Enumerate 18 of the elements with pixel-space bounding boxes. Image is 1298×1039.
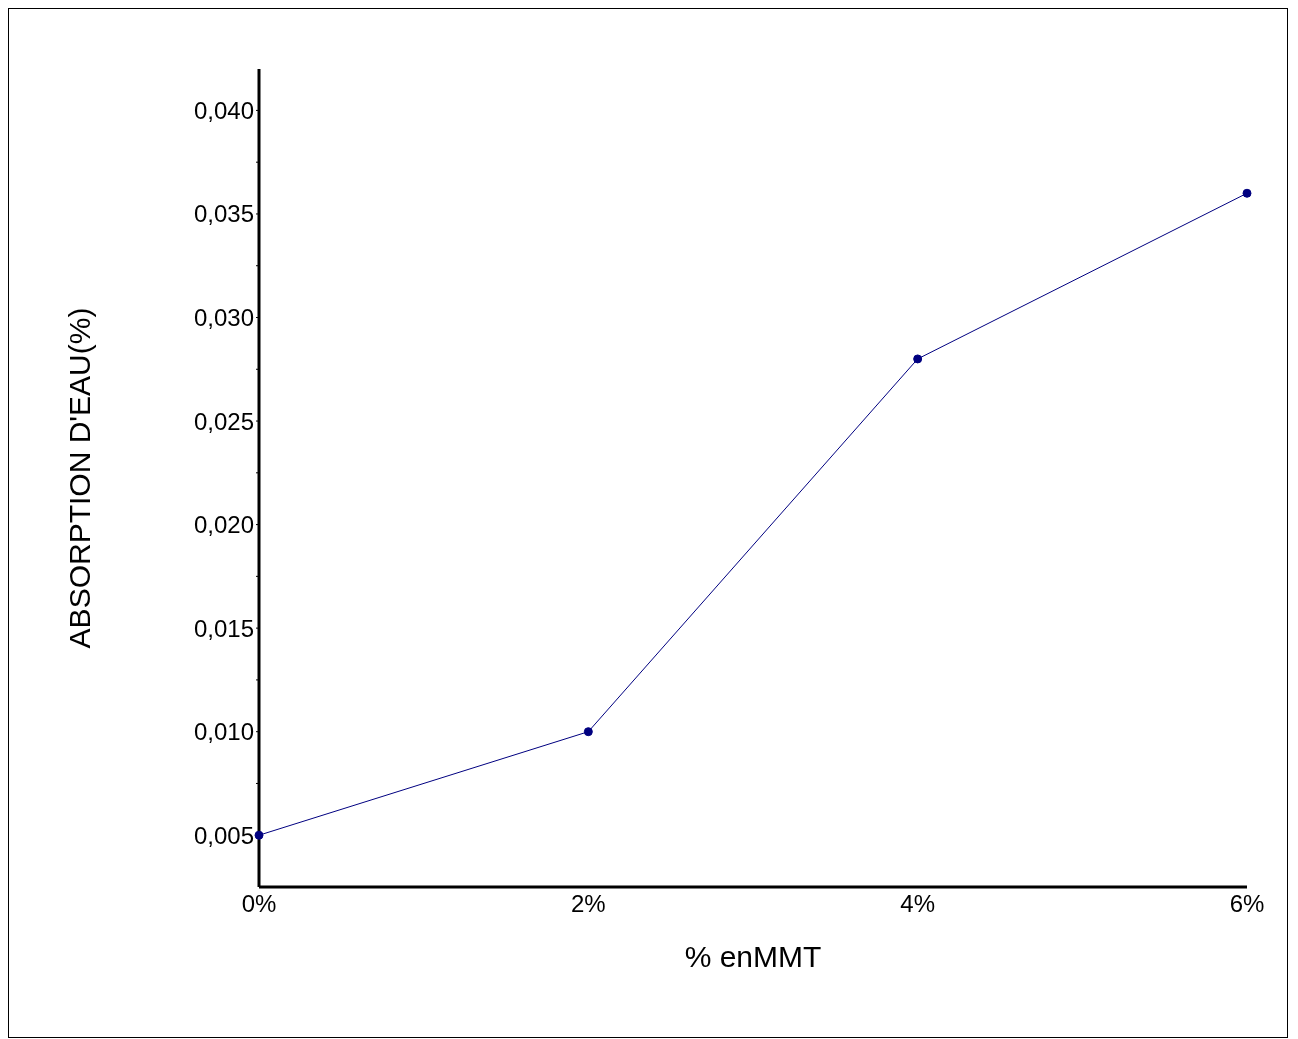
x-tick-label: 4%: [900, 890, 936, 918]
point: [1242, 188, 1252, 198]
y-tick-label: 0,010: [193, 718, 254, 746]
y-tick-label: 0,040: [193, 96, 254, 124]
y-tick-label: 0,035: [193, 200, 254, 228]
y-axis-title: ABSORPTION D'EAU(%): [62, 307, 96, 649]
x-tick-label: 0%: [241, 890, 277, 918]
x-tick-label: 6%: [1229, 890, 1265, 918]
x-tick-label: 2%: [570, 890, 606, 918]
point: [254, 830, 264, 840]
point: [583, 727, 593, 737]
point: [913, 354, 923, 364]
y-tick-label: 0,015: [193, 614, 254, 642]
y-tick-label: 0,025: [193, 407, 254, 435]
x-axis-title: % enMMT: [684, 940, 822, 973]
y-tick-label: 0,020: [193, 511, 254, 539]
y-tick-label: 0,030: [193, 304, 254, 332]
y-tick-label: 0,005: [193, 821, 254, 849]
